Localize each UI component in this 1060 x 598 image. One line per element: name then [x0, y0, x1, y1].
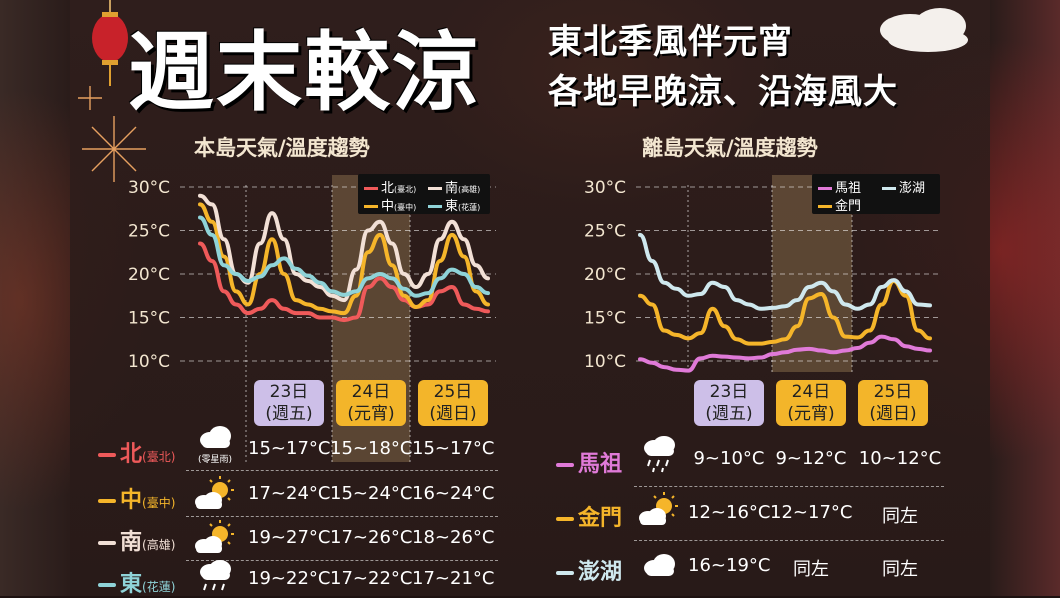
- main-series-line-central: [198, 202, 490, 316]
- legend-item-matsu: 馬祖: [818, 177, 861, 196]
- row-label-north: 北(臺北): [98, 436, 175, 468]
- legend-item-penghu: 澎湖: [882, 177, 925, 196]
- temp-east-24: 17~22°C: [330, 568, 413, 589]
- main-y-tick-label: 20°C: [128, 265, 170, 285]
- islands-y-tick-label: 10°C: [584, 352, 626, 372]
- row-label-penghu: 澎湖: [556, 554, 622, 586]
- legend-item-central: 中(臺中): [364, 195, 416, 214]
- islands-section-title: 離島天氣/溫度趨勢: [642, 136, 818, 160]
- temp-north-25: 15~17°C: [412, 438, 495, 459]
- temp-central-25: 16~24°C: [412, 483, 495, 504]
- main-y-tick-label: 10°C: [128, 352, 170, 372]
- lantern-icon: [92, 0, 128, 86]
- temp-matsu-25: 10~12°C: [858, 448, 942, 469]
- drizzle-cloud-icon: [200, 426, 231, 448]
- islands-series-line-kinmen: [638, 278, 932, 346]
- islands-legend: 馬祖 澎湖 金門: [812, 174, 940, 214]
- page-title: 週末較涼: [128, 23, 480, 123]
- sun-cloud-icon: [639, 492, 678, 525]
- temp-east-23: 19~22°C: [248, 568, 331, 589]
- row-label-kinmen: 金門: [556, 500, 622, 532]
- subtitle-line-2: 各地早晚涼、沿海風大: [548, 72, 898, 112]
- temp-penghu-25: 同左: [882, 559, 918, 580]
- islands-day-23: 23日 (週五): [694, 380, 764, 426]
- temp-penghu-23: 16~19°C: [688, 555, 771, 576]
- temp-kinmen-23: 12~16°C: [688, 502, 771, 523]
- islands-y-tick-label: 25°C: [584, 222, 626, 242]
- cloud-icon: [644, 554, 675, 576]
- rain-cloud-icon: [644, 436, 675, 473]
- temp-north-23: 15~17°C: [248, 438, 331, 459]
- islands-day-25: 25日 (週日): [858, 380, 928, 426]
- temp-east-25: 17~21°C: [412, 568, 495, 589]
- legend-item-east: 東(花蓮): [428, 195, 480, 214]
- temp-south-23: 19~27°C: [248, 527, 331, 548]
- legend-item-north: 北(臺北): [364, 177, 416, 196]
- rain-cloud-icon: [200, 560, 231, 591]
- main-legend: 北(臺北) 南(高雄) 中(臺中) 東(花蓮): [358, 174, 490, 214]
- temp-north-24: 15~18°C: [330, 438, 413, 459]
- temp-kinmen-24: 12~17°C: [770, 502, 853, 523]
- islands-y-tick-label: 20°C: [584, 265, 626, 285]
- main-y-tick-label: 15°C: [128, 309, 170, 329]
- row-label-east: 東(花蓮): [98, 566, 175, 598]
- legend-item-kinmen: 金門: [818, 195, 861, 214]
- temp-matsu-24: 9~12°C: [775, 448, 847, 469]
- sun-cloud-icon: [195, 520, 234, 553]
- main-section-title: 本島天氣/溫度趨勢: [194, 136, 370, 160]
- row-label-central: 中(臺中): [98, 482, 175, 514]
- main-y-tick-label: 30°C: [128, 178, 170, 198]
- cloud-icon: [880, 8, 968, 52]
- temp-south-25: 18~26°C: [412, 527, 495, 548]
- temp-kinmen-25: 同左: [882, 506, 918, 527]
- sparkle-icon: [78, 86, 146, 182]
- main-day-23: 23日 (週五): [254, 380, 324, 426]
- islands-day-24: 24日 (元宵): [776, 380, 846, 426]
- main-y-tick-label: 25°C: [128, 222, 170, 242]
- islands-series-line-penghu: [638, 232, 932, 311]
- main-series-line-east: [198, 215, 490, 298]
- row-label-matsu: 馬祖: [556, 446, 622, 478]
- temp-penghu-24: 同左: [793, 559, 829, 580]
- main-day-24: 24日 (元宵): [336, 380, 406, 426]
- temp-central-24: 15~24°C: [330, 483, 413, 504]
- icon-caption: (零星雨): [198, 455, 233, 465]
- sun-cloud-icon: [195, 476, 234, 509]
- temp-matsu-23: 9~10°C: [693, 448, 765, 469]
- temp-south-24: 17~26°C: [330, 527, 413, 548]
- islands-series-line-matsu: [638, 334, 932, 373]
- islands-y-tick-label: 30°C: [584, 178, 626, 198]
- main-day-25: 25日 (週日): [418, 380, 488, 426]
- row-label-south: 南(高雄): [98, 524, 175, 556]
- subtitle-line-1: 東北季風伴元宵: [548, 22, 793, 62]
- legend-item-south: 南(高雄): [428, 177, 480, 196]
- islands-y-tick-label: 15°C: [584, 309, 626, 329]
- main-series-line-north: [198, 241, 490, 323]
- temp-central-23: 17~24°C: [248, 483, 331, 504]
